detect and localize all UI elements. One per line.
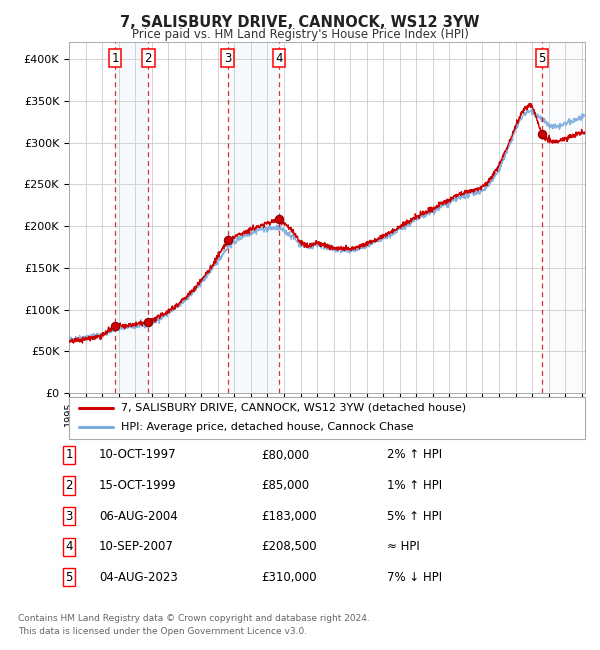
Text: 5: 5 [65,571,73,584]
Text: 15-OCT-1999: 15-OCT-1999 [99,479,176,492]
Text: 1: 1 [111,51,119,64]
Text: 7, SALISBURY DRIVE, CANNOCK, WS12 3YW: 7, SALISBURY DRIVE, CANNOCK, WS12 3YW [120,15,480,30]
Text: 4: 4 [65,540,73,553]
Text: Price paid vs. HM Land Registry's House Price Index (HPI): Price paid vs. HM Land Registry's House … [131,28,469,41]
Bar [542,42,581,393]
Text: 2: 2 [65,479,73,492]
Text: This data is licensed under the Open Government Licence v3.0.: This data is licensed under the Open Gov… [18,627,307,636]
Text: 10-OCT-1997: 10-OCT-1997 [99,448,176,461]
Text: £183,000: £183,000 [261,510,317,523]
Text: 06-AUG-2004: 06-AUG-2004 [99,510,178,523]
Text: 10-SEP-2007: 10-SEP-2007 [99,540,174,553]
Text: 04-AUG-2023: 04-AUG-2023 [99,571,178,584]
Text: £85,000: £85,000 [261,479,309,492]
Text: 5: 5 [538,51,545,64]
Bar [115,42,148,393]
Text: 3: 3 [224,51,232,64]
Text: Contains HM Land Registry data © Crown copyright and database right 2024.: Contains HM Land Registry data © Crown c… [18,614,370,623]
Text: 7, SALISBURY DRIVE, CANNOCK, WS12 3YW (detached house): 7, SALISBURY DRIVE, CANNOCK, WS12 3YW (d… [121,403,466,413]
Text: £80,000: £80,000 [261,448,309,461]
Text: 4: 4 [275,51,283,64]
Text: £310,000: £310,000 [261,571,317,584]
Text: 7% ↓ HPI: 7% ↓ HPI [387,571,442,584]
Text: 1: 1 [65,448,73,461]
Text: 2: 2 [145,51,152,64]
Text: 2% ↑ HPI: 2% ↑ HPI [387,448,442,461]
Text: 3: 3 [65,510,73,523]
Text: HPI: Average price, detached house, Cannock Chase: HPI: Average price, detached house, Cann… [121,422,413,432]
Text: 5% ↑ HPI: 5% ↑ HPI [387,510,442,523]
Text: £208,500: £208,500 [261,540,317,553]
Bar [228,42,279,393]
Text: 1% ↑ HPI: 1% ↑ HPI [387,479,442,492]
Bar [542,42,581,393]
Text: ≈ HPI: ≈ HPI [387,540,420,553]
